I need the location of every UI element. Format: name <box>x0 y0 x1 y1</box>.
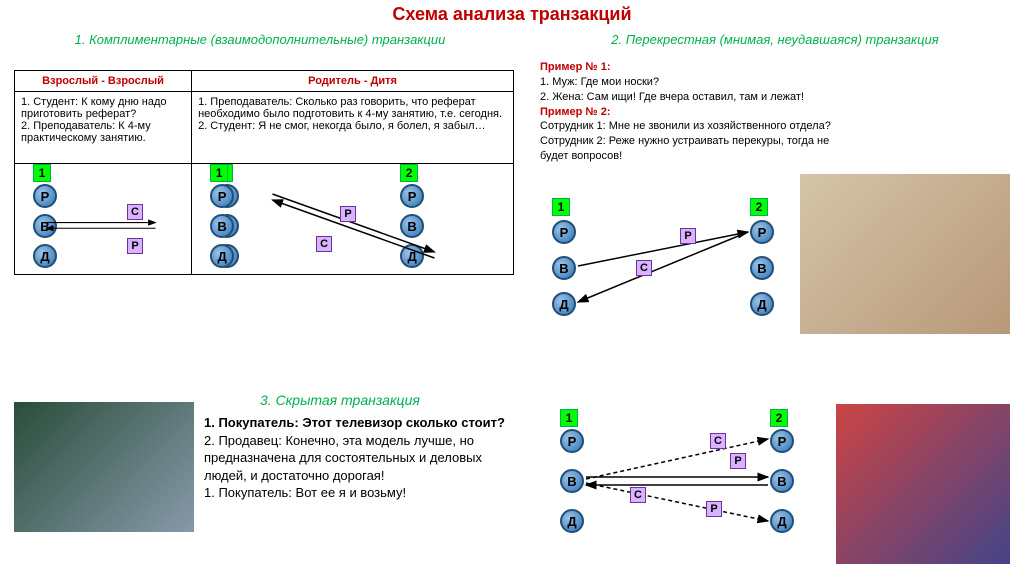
col2-text: 1. Преподаватель: Сколько раз говорить, … <box>192 92 514 164</box>
section3-title: 3. Скрытая транзакция <box>260 392 420 408</box>
col1-text: 1. Студент: К кому дню надо приготовить … <box>15 92 192 164</box>
s3-l2: 2. Продавец: Конечно, эта модель лучше, … <box>204 432 512 485</box>
photo-women-arguing <box>800 174 1010 334</box>
section3-text: 1. Покупатель: Этот телевизор сколько ст… <box>204 414 512 502</box>
s3-l3: 1. Покупатель: Вот ее я и возьму! <box>204 484 512 502</box>
col2-header: Родитель - Дитя <box>192 71 514 92</box>
ex2-l2: Сотрудник 2: Реже нужно устраивать перек… <box>540 134 860 164</box>
ex2-l1: Сотрудник 1: Мне не звонили из хозяйстве… <box>540 119 860 134</box>
examples-block: Пример № 1: 1. Муж: Где мои носки? 2. Же… <box>540 60 860 164</box>
section2-title: 2. Перекрестная (мнимая, неудавшаяся) тр… <box>540 32 1010 47</box>
ex1-l1: 1. Муж: Где мои носки? <box>540 75 860 90</box>
photo-tv-store <box>836 404 1010 564</box>
diagram-rd: 12РВДРВДРС <box>192 164 513 274</box>
diagram-cross: 12РВДРВДРС <box>540 198 790 328</box>
main-title: Схема анализа транзакций <box>0 4 1024 25</box>
photo-teacher-student <box>14 402 194 532</box>
transaction-table: Взрослый - Взрослый Родитель - Дитя 1. С… <box>14 70 514 275</box>
diagram-hidden: 12РВДРВДСРСР <box>530 409 820 559</box>
diagram-vv: 12РВДРВДСР <box>15 164 191 274</box>
ex1-l2: 2. Жена: Сам ищи! Где вчера оставил, там… <box>540 90 860 105</box>
section1-title: 1. Комплиментарные (взаимодополнительные… <box>20 32 500 47</box>
ex1-label: Пример № 1: <box>540 61 611 73</box>
col1-header: Взрослый - Взрослый <box>15 71 192 92</box>
s3-l1: 1. Покупатель: Этот телевизор сколько ст… <box>204 414 512 432</box>
ex2-label: Пример № 2: <box>540 106 611 118</box>
